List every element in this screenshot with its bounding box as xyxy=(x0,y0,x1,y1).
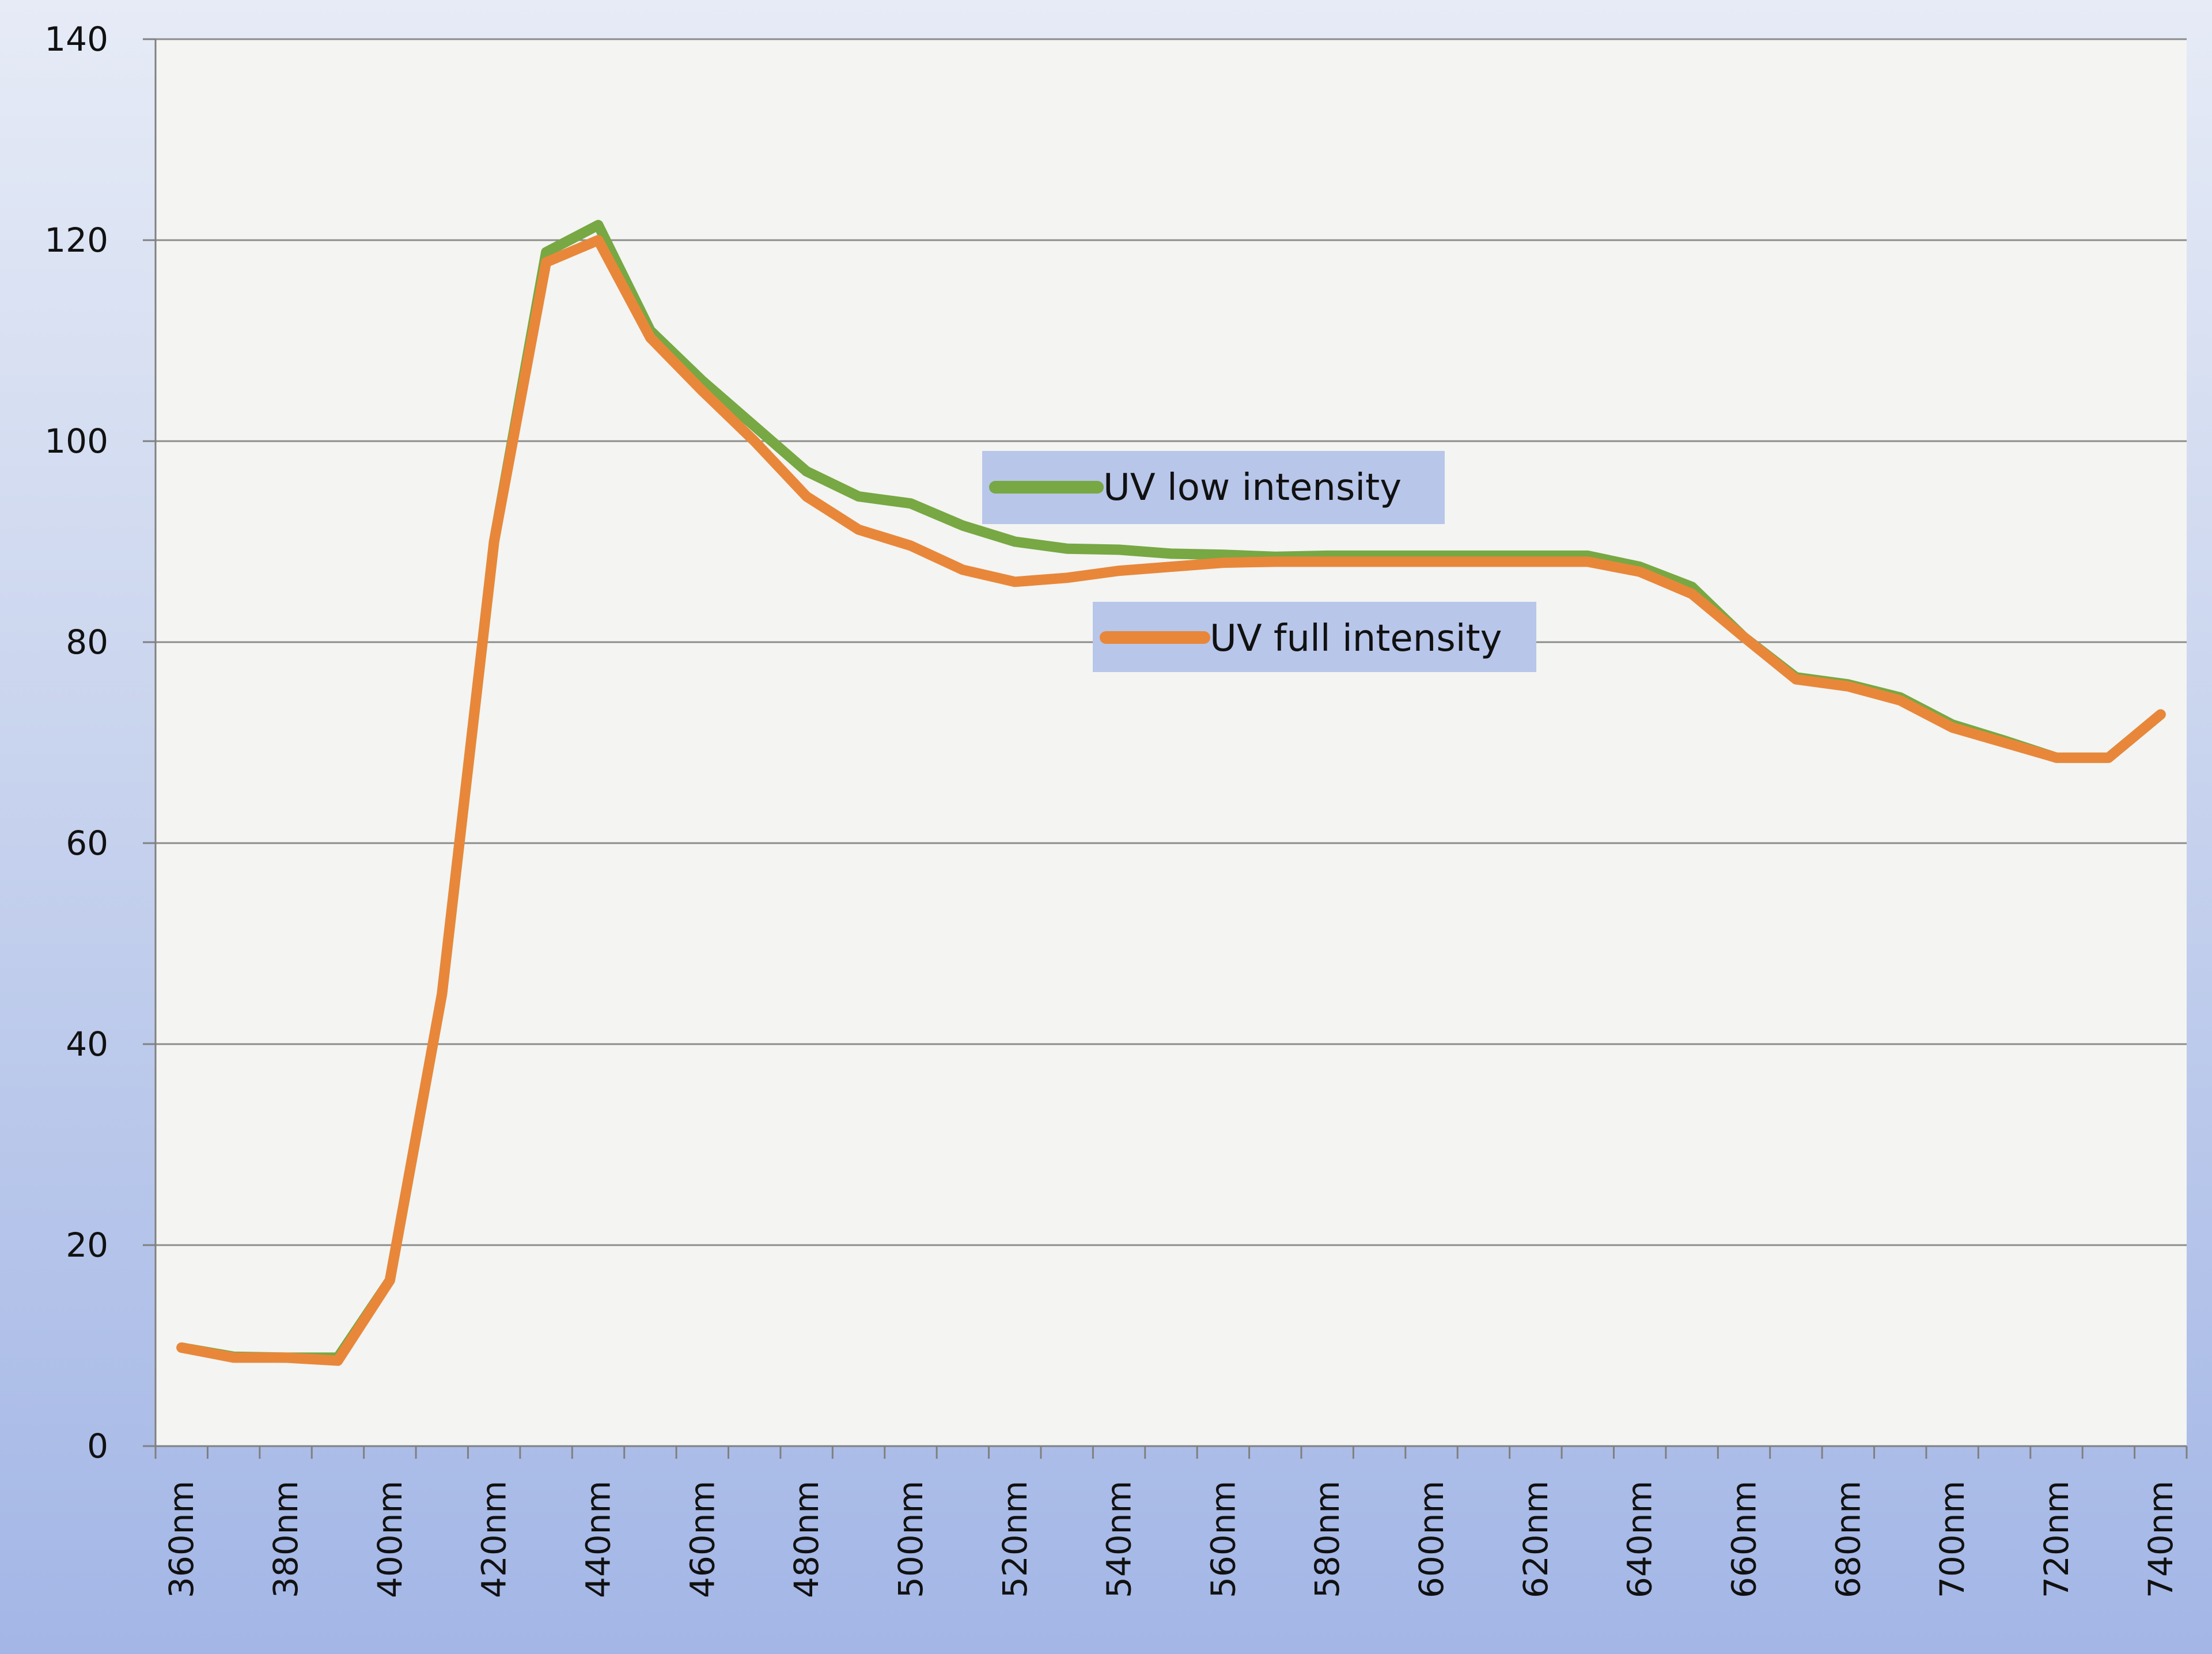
y-tick-label-0: 0 xyxy=(87,1427,108,1466)
y-tick-label-100: 100 xyxy=(44,422,108,461)
x-tick-label-400nm: 400nm xyxy=(370,1481,410,1598)
x-tick-label-420nm: 420nm xyxy=(475,1481,514,1598)
x-tick-label-580nm: 580nm xyxy=(1308,1481,1347,1598)
gridlines xyxy=(156,38,2187,1246)
x-tick-label-480nm: 480nm xyxy=(787,1481,826,1598)
y-tick-label-140: 140 xyxy=(44,20,108,59)
y-axis-tick-labels: 0 20 40 60 80 100 120 140 xyxy=(44,20,108,1466)
legend-label-uv-low-intensity: UV low intensity xyxy=(1103,466,1402,509)
x-tick-label-560nm: 560nm xyxy=(1203,1481,1243,1598)
plot-area xyxy=(156,39,2187,1446)
x-tick-label-680nm: 680nm xyxy=(1828,1481,1868,1598)
x-tick-label-620nm: 620nm xyxy=(1516,1481,1555,1598)
legend-label-uv-full-intensity: UV full intensity xyxy=(1210,617,1502,660)
x-tick-label-500nm: 500nm xyxy=(891,1481,930,1598)
legend-entry-uv-low-intensity: UV low intensity xyxy=(982,451,1445,524)
x-tick-label-600nm: 600nm xyxy=(1412,1481,1451,1598)
x-tick-label-460nm: 460nm xyxy=(683,1481,722,1598)
legend-entry-uv-full-intensity: UV full intensity xyxy=(1093,602,1536,672)
x-tick-label-440nm: 440nm xyxy=(578,1481,618,1598)
y-tick-label-60: 60 xyxy=(66,824,108,863)
x-tick-label-640nm: 640nm xyxy=(1620,1481,1660,1598)
y-tick-label-20: 20 xyxy=(66,1226,108,1265)
x-tick-label-380nm: 380nm xyxy=(266,1481,305,1598)
x-tick-label-700nm: 700nm xyxy=(1933,1481,1972,1598)
x-tick-label-740nm: 740nm xyxy=(2141,1481,2180,1598)
x-tick-label-540nm: 540nm xyxy=(1100,1481,1139,1598)
y-tick-label-40: 40 xyxy=(66,1025,108,1064)
x-tick-label-360nm: 360nm xyxy=(162,1481,201,1598)
x-tick-label-720nm: 720nm xyxy=(2037,1481,2076,1598)
y-tick-label-120: 120 xyxy=(44,221,108,260)
series-lines xyxy=(176,219,2166,1366)
x-tick-label-660nm: 660nm xyxy=(1725,1481,1764,1598)
x-tick-label-520nm: 520nm xyxy=(995,1481,1035,1598)
y-tick-label-80: 80 xyxy=(66,623,108,662)
axes xyxy=(143,38,2188,1459)
series-line-uv-full-intensity xyxy=(176,235,2166,1366)
x-axis-tick-labels: 360nm 380nm 400nm 420nm 440nm 460nm 480nm 500nm… xyxy=(162,1481,2180,1598)
